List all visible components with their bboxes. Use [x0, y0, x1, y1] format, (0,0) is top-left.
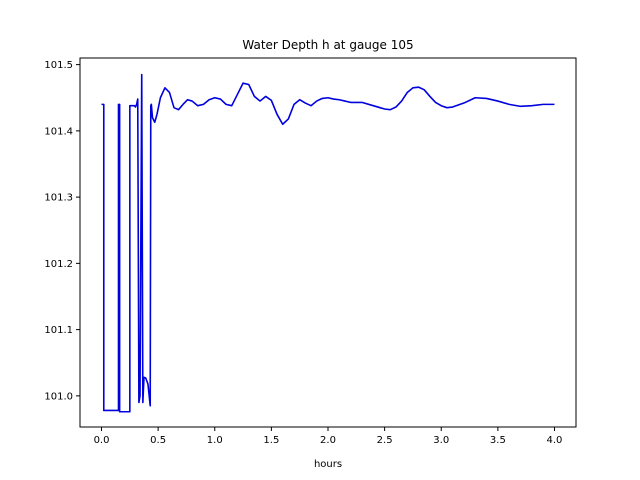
series-layer	[101, 73, 555, 413]
x-tick-label: 3.5	[490, 435, 506, 446]
x-tick-label: 0.0	[94, 435, 110, 446]
x-tick-label: 4.0	[547, 435, 563, 446]
y-tick-label: 101.5	[44, 60, 73, 71]
y-tick-label: 101.4	[44, 126, 73, 137]
series-line-0	[101, 73, 555, 413]
x-tick-label: 2.5	[377, 435, 393, 446]
y-tick-label: 101.0	[44, 391, 73, 402]
y-tick-label: 101.1	[44, 325, 73, 336]
x-tick-label: 1.0	[207, 435, 223, 446]
y-tick-label: 101.2	[44, 259, 73, 270]
x-tick-label: 0.5	[150, 435, 166, 446]
chart-title: Water Depth h at gauge 105	[242, 38, 413, 52]
x-axis-ticks: 0.0 0.5 1.0 1.5 2.0 2.5 3.0 3.5 4.0	[94, 427, 563, 446]
plot-frame	[79, 57, 577, 428]
y-tick-label: 101.3	[44, 193, 73, 204]
x-tick-label: 3.0	[433, 435, 449, 446]
x-axis-label: hours	[314, 459, 342, 470]
y-axis-ticks: 101.0 101.1 101.2 101.3 101.4 101.5	[44, 60, 80, 402]
x-tick-label: 2.0	[320, 435, 336, 446]
x-tick-label: 1.5	[263, 435, 279, 446]
